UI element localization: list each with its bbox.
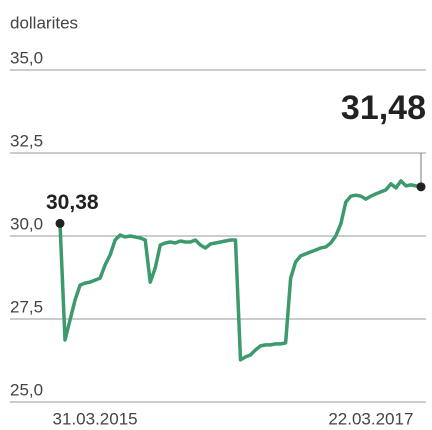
y-tick-label: 32,5 [10, 131, 43, 150]
line [58, 179, 422, 362]
y-tick-label: 30,0 [10, 214, 43, 233]
x-tick-label: 31.03.2015 [53, 409, 138, 428]
y-tick-label: 27,5 [10, 297, 43, 316]
y-axis-label: dollarites [10, 13, 78, 32]
end-point [416, 182, 426, 192]
annotation: 31,48 [341, 89, 426, 127]
annotation: 30,38 [46, 191, 99, 214]
y-tick-label: 25,0 [10, 380, 43, 399]
x-tick-label: 22.03.2017 [328, 409, 413, 428]
end-point [55, 218, 65, 228]
y-tick-label: 35,0 [10, 48, 43, 67]
